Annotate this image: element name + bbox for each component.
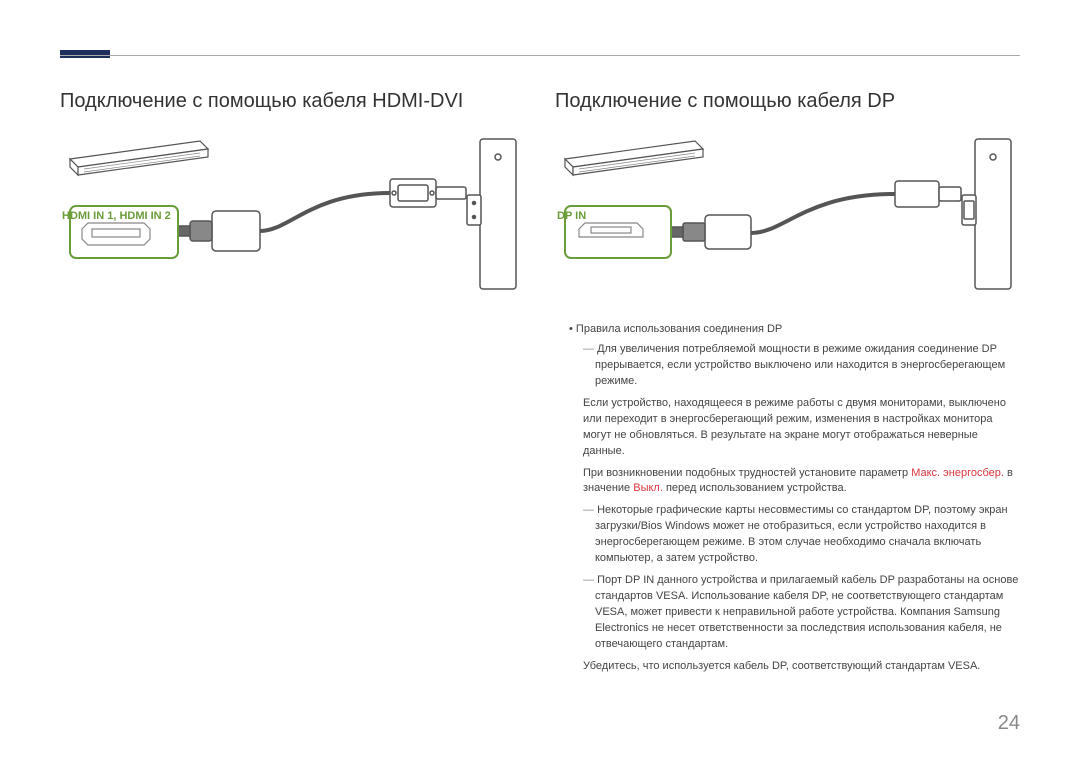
left-column: Подключение с помощью кабеля HDMI-DVI (60, 90, 525, 681)
dp-note-1: Для увеличения потребляемой мощности в р… (583, 342, 1020, 390)
header-divider (60, 55, 1020, 56)
dp-note-3: Порт DP IN данного устройства и прилагае… (583, 573, 1020, 653)
dp-notes: Правила использования соединения DP Для … (555, 322, 1020, 675)
right-column: Подключение с помощью кабеля DP (555, 90, 1020, 681)
dp-note-1a: Для увеличения потребляемой мощности в р… (595, 343, 1005, 387)
dp-note-3b: Убедитесь, что используется кабель DP, с… (583, 659, 1020, 675)
dp-bullet: Правила использования соединения DP (569, 322, 1020, 338)
dp-note-1b: Если устройство, находящееся в режиме ра… (583, 396, 1020, 460)
page-content: Подключение с помощью кабеля HDMI-DVI (0, 0, 1080, 681)
right-heading: Подключение с помощью кабеля DP (555, 90, 1020, 113)
red-text-1: Макс. энергосбер. (911, 467, 1004, 479)
red-text-2: Выкл. (633, 482, 663, 494)
left-heading: Подключение с помощью кабеля HDMI-DVI (60, 90, 525, 113)
dp-note-1c: При возникновении подобных трудностей ус… (583, 466, 1020, 498)
dp-diagram (555, 131, 1020, 306)
dp-note-2: Некоторые графические карты несовместимы… (583, 503, 1020, 567)
header-accent (60, 50, 110, 58)
page-number: 24 (998, 712, 1020, 735)
